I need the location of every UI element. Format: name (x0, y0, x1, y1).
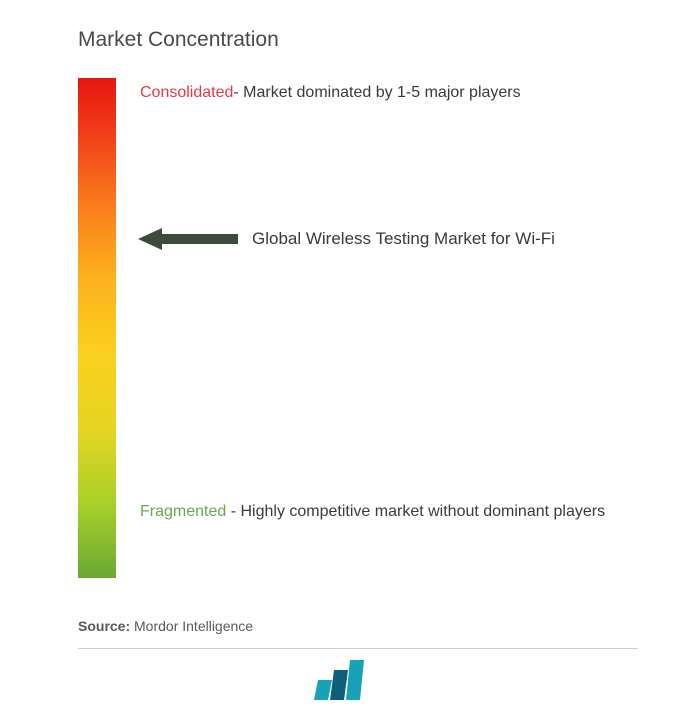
source-prefix: Source: (78, 618, 130, 634)
consolidated-label: Consolidated (140, 84, 233, 102)
marker-group: Global Wireless Testing Market for Wi-Fi (138, 228, 555, 250)
concentration-gradient-bar (78, 78, 116, 578)
consolidated-annotation: Consolidated - Market dominated by 1-5 m… (140, 84, 521, 102)
fragmented-label: Fragmented (140, 503, 226, 520)
page-title: Market Concentration (78, 28, 279, 52)
marker-label: Global Wireless Testing Market for Wi-Fi (252, 229, 555, 249)
consolidated-desc: - Market dominated by 1-5 major players (233, 84, 520, 102)
fragmented-desc: - Highly competitive market without domi… (231, 503, 605, 520)
source-name: Mordor Intelligence (134, 618, 253, 634)
arrow-shape (138, 228, 238, 250)
arrow-left-icon (138, 228, 238, 250)
logo-bars (314, 660, 364, 700)
fragmented-annotation: Fragmented - Highly competitive market w… (140, 498, 640, 525)
mordor-logo-icon (310, 658, 366, 702)
source-attribution: Source: Mordor Intelligence (78, 618, 253, 634)
footer-divider (78, 648, 638, 649)
